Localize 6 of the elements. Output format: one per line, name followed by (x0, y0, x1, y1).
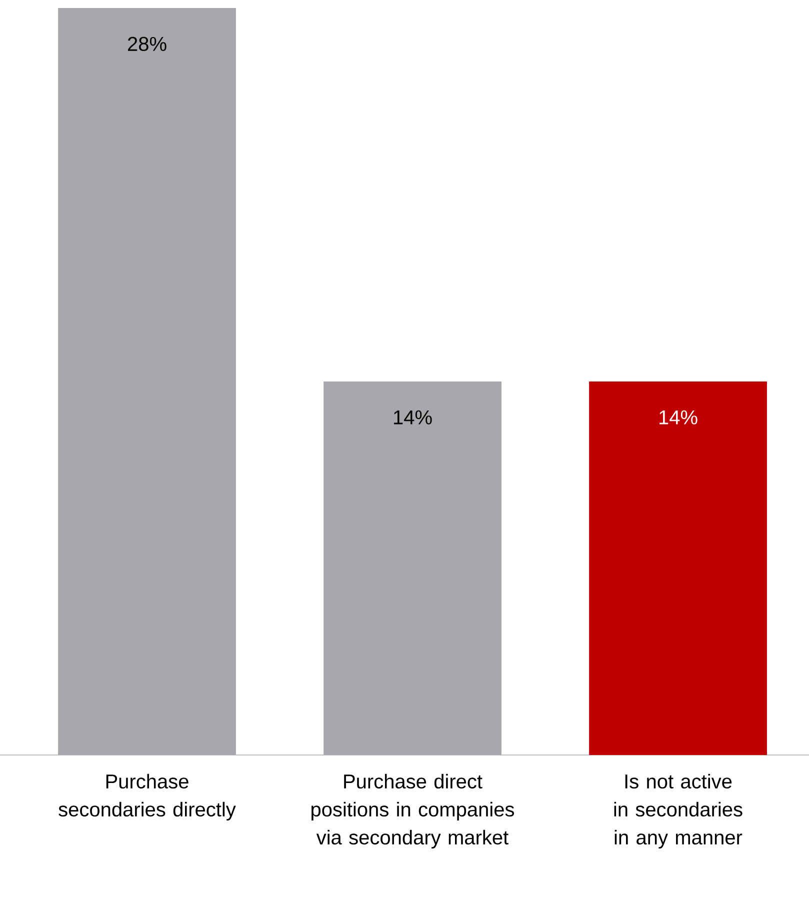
data-label: 14% (660, 410, 698, 424)
data-label: 14% (394, 410, 432, 424)
data-label: 28% (128, 36, 166, 52)
x-tick-label: Purchase secondaries directly (58, 774, 236, 821)
x-tick-label: Is not active in secondaries in any manner (614, 774, 742, 849)
x-tick-label: Purchase direct positions in companies via secondary market (312, 774, 514, 849)
